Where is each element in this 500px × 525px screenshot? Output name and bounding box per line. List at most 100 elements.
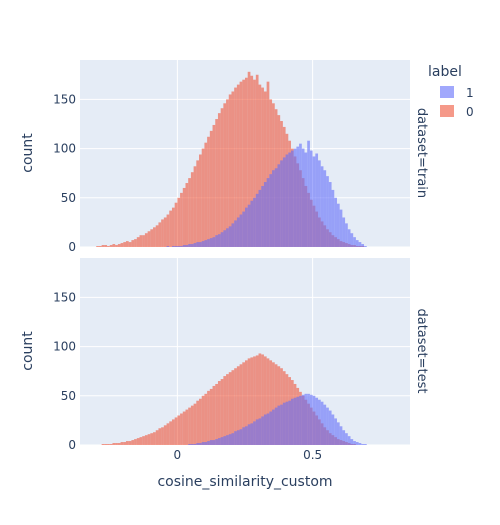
bar-label-0: [263, 356, 267, 445]
bar-label-0: [155, 430, 159, 445]
legend-item-1[interactable]: 1: [440, 86, 474, 100]
bar-label-0: [144, 435, 148, 445]
bar-label-0: [209, 388, 213, 445]
bar-label-0: [199, 154, 202, 247]
bar-label-1: [328, 182, 332, 247]
bar-label-1: [166, 246, 170, 247]
legend-label-1: 1: [466, 86, 474, 100]
bar-label-0: [144, 233, 148, 247]
bar-label-1: [250, 200, 254, 247]
bar-label-0: [109, 444, 113, 445]
bar-label-1: [223, 230, 227, 247]
bar-label-1: [190, 244, 194, 247]
bar-label-1: [304, 152, 308, 247]
bar-label-0: [253, 79, 256, 248]
bar-label-1: [290, 150, 294, 247]
bar-label-1: [336, 422, 340, 445]
bar-label-1: [239, 429, 243, 445]
bar-label-1: [209, 440, 213, 445]
bar-label-1: [209, 238, 213, 247]
bar-label-0: [139, 235, 143, 247]
bar-label-1: [253, 421, 256, 445]
y-tick-label: 50: [61, 389, 76, 403]
bar-label-0: [209, 130, 213, 247]
bar-label-0: [228, 372, 232, 445]
bar-label-1: [312, 156, 316, 247]
bar-label-0: [142, 235, 145, 247]
legend: label 1 0: [428, 64, 474, 119]
bar-label-1: [269, 411, 273, 445]
facet-label-train: dataset=train: [414, 108, 429, 198]
bar-label-0: [239, 364, 243, 445]
bars-train: [96, 71, 367, 248]
bar-label-0: [182, 187, 186, 247]
bar-label-0: [223, 103, 227, 247]
bar-label-0: [131, 240, 135, 247]
legend-item-0[interactable]: 0: [440, 105, 474, 119]
bar-label-1: [220, 232, 224, 247]
bar-label-0: [115, 443, 118, 445]
bar-label-0: [125, 241, 129, 247]
bar-label-0: [201, 395, 205, 445]
bar-label-0: [228, 94, 232, 248]
bar-label-0: [128, 441, 132, 445]
bar-label-0: [190, 172, 194, 247]
bar-label-1: [336, 203, 340, 247]
facet-label-test: dataset=test: [414, 308, 429, 393]
y-axis-label-train: count: [20, 133, 36, 173]
bar-label-1: [326, 407, 329, 445]
bar-label-1: [258, 189, 262, 247]
bar-label-1: [185, 245, 189, 247]
bar-label-1: [266, 413, 270, 445]
bar-label-1: [355, 240, 359, 247]
bar-label-0: [153, 432, 156, 445]
bar-label-1: [247, 204, 251, 247]
bar-label-1: [234, 431, 237, 445]
bar-label-1: [331, 189, 335, 247]
bar-label-1: [199, 443, 202, 445]
bar-label-1: [188, 244, 191, 247]
bar-label-1: [193, 444, 197, 445]
bar-label-1: [217, 438, 221, 445]
bar-label-1: [293, 397, 297, 445]
bar-label-1: [309, 394, 313, 445]
bar-label-0: [223, 376, 227, 445]
y-tick-label: 50: [61, 191, 76, 205]
bar-label-0: [117, 244, 121, 247]
bar-label-1: [201, 442, 205, 445]
bar-label-0: [215, 383, 218, 445]
bar-label-1: [296, 396, 300, 445]
bar-label-0: [123, 442, 126, 445]
bar-label-1: [231, 223, 235, 247]
bar-label-0: [247, 358, 251, 445]
bar-label-1: [350, 233, 354, 247]
bar-label-1: [323, 170, 327, 247]
bar-label-1: [263, 182, 267, 247]
bar-label-0: [220, 379, 224, 445]
bar-label-0: [250, 357, 254, 445]
bar-label-1: [242, 211, 245, 247]
bar-label-0: [263, 91, 267, 247]
x-tick-label: 0: [174, 448, 182, 462]
y-tick-label: 100: [53, 142, 76, 156]
bar-label-0: [115, 245, 118, 247]
bar-label-0: [161, 219, 164, 247]
bar-label-0: [136, 438, 140, 445]
bar-label-0: [120, 442, 124, 445]
bar-label-1: [280, 404, 283, 445]
bar-label-1: [226, 228, 229, 247]
bar-label-0: [153, 227, 156, 247]
bar-label-0: [177, 197, 181, 247]
bars-test: [101, 353, 367, 445]
bar-label-1: [239, 214, 243, 247]
legend-swatch-0: [440, 105, 454, 117]
bar-label-0: [104, 444, 108, 445]
bar-label-1: [312, 395, 316, 445]
y-tick-label: 150: [53, 92, 76, 106]
bar-label-0: [250, 75, 254, 247]
bar-label-1: [215, 235, 218, 247]
bar-label-1: [353, 441, 356, 445]
bar-label-0: [112, 244, 116, 247]
